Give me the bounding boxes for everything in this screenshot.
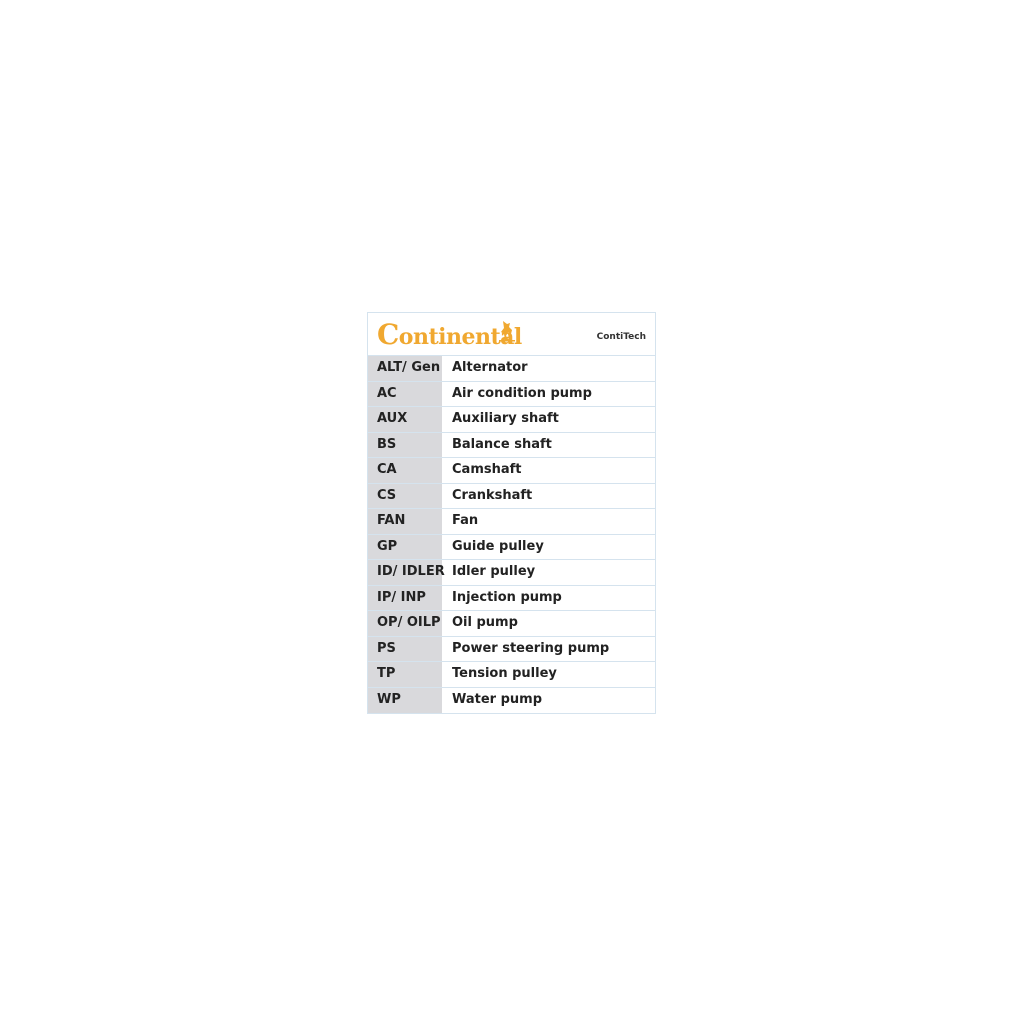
description-cell: Power steering pump — [452, 640, 610, 656]
description-cell: Guide pulley — [452, 538, 544, 554]
table-body: ALT/ Gen Alternator AC Air condition pump AU… — [368, 356, 655, 713]
description-cell: Oil pump — [452, 615, 518, 630]
abbreviation-cell: AUX — [368, 407, 443, 432]
table-row: WP Water pump — [368, 687, 655, 713]
abbreviation-cell: FAN — [368, 509, 443, 534]
table-header: Continental ContiTech — [368, 313, 655, 356]
table-row: ID/ IDLER Idler pulley — [368, 560, 655, 586]
contitech-label: ContiTech — [596, 332, 646, 342]
abbreviation-table: Continental ContiTech ALT/ Gen Alternator… — [367, 312, 656, 714]
abbreviation-cell: WP — [368, 687, 443, 713]
description-cell: Tension pulley — [452, 666, 557, 681]
abbreviation-cell: ALT/ Gen — [368, 356, 443, 381]
table-row: TP Tension pulley — [368, 662, 655, 688]
abbreviation-cell: ID/ IDLER — [368, 560, 445, 585]
abbreviation-cell: PS — [368, 636, 443, 661]
description-cell: Idler pulley — [452, 564, 536, 579]
abbreviation-cell: GP — [368, 534, 443, 559]
description-cell: Crankshaft — [452, 487, 533, 503]
abbreviation-cell: CA — [368, 458, 443, 483]
table-row: IP/ INP Injection pump — [368, 585, 655, 611]
table-row: CS Crankshaft — [368, 483, 655, 509]
table-row: FAN Fan — [368, 509, 655, 535]
description-cell: Auxiliary shaft — [452, 411, 559, 426]
description-cell: Fan — [452, 513, 479, 528]
abbreviation-cell: IP/ INP — [368, 585, 443, 610]
table-row: GP Guide pulley — [368, 534, 655, 560]
description-cell: Camshaft — [452, 462, 522, 477]
description-cell: Balance shaft — [452, 436, 552, 452]
table-row: AC Air condition pump — [368, 381, 655, 407]
table-row: AUX Auxiliary shaft — [368, 407, 655, 433]
abbreviation-cell: AC — [368, 381, 443, 406]
abbreviation-cell: BS — [368, 432, 443, 457]
description-cell: Alternator — [452, 360, 528, 375]
abbreviation-cell: CS — [368, 483, 443, 508]
abbreviation-cell: OP/ OILP — [368, 611, 443, 636]
description-cell: Air condition pump — [452, 385, 592, 401]
description-cell: Injection pump — [452, 589, 562, 605]
description-cell: Water pump — [452, 691, 543, 707]
horse-logo-icon — [499, 321, 515, 342]
table-row: BS Balance shaft — [368, 432, 655, 458]
table-row: ALT/ Gen Alternator — [368, 356, 655, 382]
continental-logo: Continental — [377, 318, 522, 351]
abbreviation-cell: TP — [368, 662, 443, 687]
table-row: CA Camshaft — [368, 458, 655, 484]
table-row: PS Power steering pump — [368, 636, 655, 662]
table-row: OP/ OILP Oil pump — [368, 611, 655, 637]
